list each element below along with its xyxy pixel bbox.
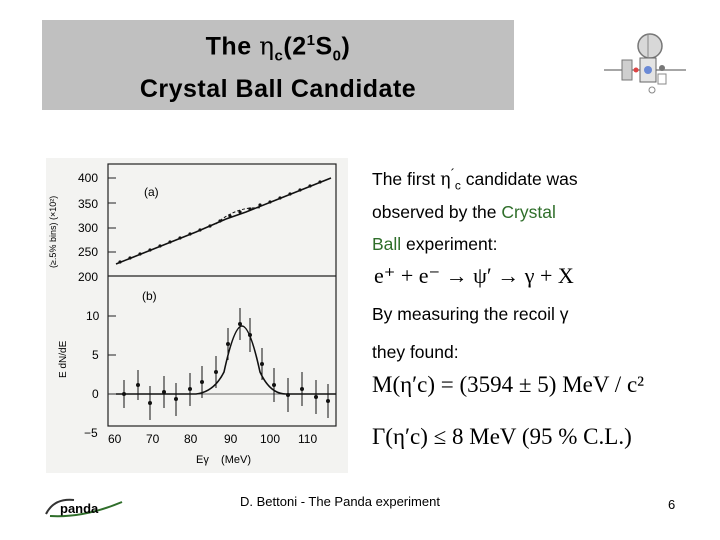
xtick-100: 100 xyxy=(260,432,280,446)
body-ball-word: Ball xyxy=(372,234,402,254)
body-line3-suffix: experiment: xyxy=(401,234,498,254)
xtick-90: 90 xyxy=(224,432,238,446)
title-sup: 1 xyxy=(306,32,316,50)
page-number: 6 xyxy=(668,497,676,512)
body-line1: The first η´c candidate was xyxy=(372,166,578,192)
y-axis-label-bottom: E dN/dE xyxy=(58,340,69,378)
ytick-b-10: 10 xyxy=(86,309,100,323)
body-eta-sub: c xyxy=(454,178,461,193)
mass-equation: M(η′c) = (3594 ± 5) MeV / c² xyxy=(372,372,645,397)
y-axis-label-top: (≥.5% bins) (×10²) xyxy=(48,196,58,268)
panel-a-dashed-line xyxy=(215,207,262,225)
panel-b-peak-fit xyxy=(116,325,336,395)
ytick-a-350: 350 xyxy=(78,197,98,211)
panel-b-points xyxy=(122,322,330,405)
slide-title-line2: Crystal Ball Candidate xyxy=(139,74,417,103)
xtick-60: 60 xyxy=(108,432,122,446)
body-line2: observed by the Crystal xyxy=(372,202,556,223)
xtick-110: 110 xyxy=(298,432,317,446)
footer-credit: D. Bettoni - The Panda experiment xyxy=(240,494,440,509)
title-paren-close: ) xyxy=(341,32,351,61)
slide-title-box: The ηc(21S0) Crystal Ball Candidate xyxy=(42,20,514,110)
width-equation: Γ(η′c) ≤ 8 MeV (95 % C.L.) xyxy=(372,424,632,449)
plot-frame xyxy=(107,163,337,427)
x-axis-label: Eγ (MeV) xyxy=(196,454,251,466)
panda-logo: panda xyxy=(44,494,124,520)
panda-logo-text: panda xyxy=(60,501,99,516)
title-s-sub: 0 xyxy=(332,47,342,65)
panel-b-label: (b) xyxy=(142,289,157,303)
body-line4: By measuring the recoil γ xyxy=(372,304,569,324)
body-eta-prime: ´ xyxy=(450,166,455,181)
body-line1-suffix: candidate was xyxy=(460,168,578,189)
reaction-equation: e⁺ + e⁻ → ψ′ → γ + X xyxy=(374,263,574,288)
slide-title-line1: The ηc(21S0) xyxy=(206,24,351,72)
xtick-80: 80 xyxy=(184,432,198,446)
title-eta-sub: c xyxy=(274,47,284,65)
xtick-70: 70 xyxy=(146,432,160,446)
ytick-a-200: 200 xyxy=(78,270,98,284)
ytick-b-0: 0 xyxy=(92,387,99,401)
panel-b-y-ticks: 10 5 0 −5 xyxy=(84,309,100,440)
ytick-a-250: 250 xyxy=(78,245,98,259)
body-line1-prefix: The first xyxy=(372,168,441,189)
ytick-b-5: 5 xyxy=(92,348,99,362)
title-s: S xyxy=(315,32,333,61)
body-line5: they found: xyxy=(372,342,459,362)
body-line3: Ball experiment: xyxy=(372,234,497,255)
ytick-b-minus5: −5 xyxy=(84,426,98,440)
ytick-a-300: 300 xyxy=(78,221,98,235)
body-line2-prefix: observed by the xyxy=(372,202,502,222)
panel-a-y-ticks: 400 350 300 250 200 xyxy=(78,171,98,284)
body-eta: η xyxy=(440,169,451,190)
title-eta: η xyxy=(259,31,275,61)
panel-a-label: (a) xyxy=(144,185,159,199)
panel-a-points xyxy=(118,180,322,264)
title-prefix: The xyxy=(205,32,260,61)
body-crystal-word: Crystal xyxy=(501,202,556,222)
detector-logo-icon xyxy=(604,33,686,94)
ytick-a-400: 400 xyxy=(78,171,98,185)
panda-logo-icon: panda xyxy=(45,498,123,518)
crystal-ball-spectrum-figure: 400 350 300 250 200 (a) 10 5 0 −5 (b) xyxy=(46,158,348,473)
x-ticks: 60 70 80 90 100 110 xyxy=(108,432,317,446)
title-paren-open: (2 xyxy=(283,32,307,61)
